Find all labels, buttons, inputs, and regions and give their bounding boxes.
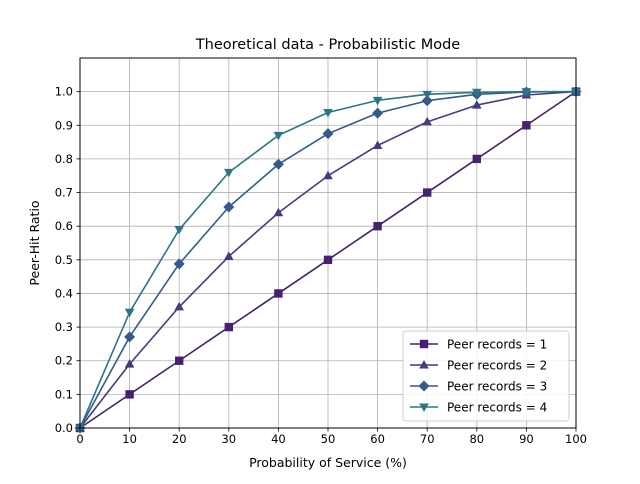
data-point <box>372 96 383 106</box>
data-point <box>273 131 284 141</box>
y-tick-label: 0.8 <box>55 152 73 166</box>
legend-box <box>402 330 570 422</box>
y-tick-label: 0.4 <box>55 286 73 300</box>
y-tick-label: 0.2 <box>55 354 73 368</box>
x-tick-label: 50 <box>321 432 336 446</box>
data-point <box>274 289 283 298</box>
data-point <box>223 201 235 213</box>
x-tick-label: 100 <box>565 432 587 446</box>
x-tick-label: 20 <box>172 432 187 446</box>
legend-marker <box>419 339 429 349</box>
data-point <box>522 121 531 130</box>
data-point <box>421 95 433 107</box>
y-tick-label: 0.7 <box>55 186 73 200</box>
legend-marker <box>419 360 429 369</box>
legend-item: Peer records = 1 <box>410 338 547 352</box>
y-tick-label: 0.3 <box>55 320 73 334</box>
data-point <box>174 226 184 235</box>
legend: Peer records = 1 Peer records = 2 Peer rec… <box>402 330 570 422</box>
legend-label: Peer records = 2 <box>447 359 547 373</box>
data-point <box>472 154 481 164</box>
legend-marker <box>418 380 430 392</box>
legend-marker <box>419 403 429 412</box>
data-point <box>323 108 333 118</box>
x-tick-label: 60 <box>370 432 385 446</box>
data-point <box>372 107 384 119</box>
data-point <box>323 170 333 180</box>
data-point <box>125 390 134 399</box>
data-point <box>224 322 233 332</box>
x-tick-label: 70 <box>420 432 435 446</box>
legend-label: Peer records = 1 <box>447 338 547 352</box>
data-point <box>323 255 333 265</box>
y-tick-label: 0.9 <box>55 118 73 132</box>
legend-item: Peer records = 4 <box>410 401 547 415</box>
y-tick-label: 0.0 <box>55 421 73 435</box>
axis-ticks: 0 10 20 30 40 50 60 70 80 90 100 0.0 0.1 0.2 0.3 0.4 0.5… <box>55 85 587 446</box>
legend-label: Peer records = 3 <box>447 380 547 394</box>
x-tick-label: 0 <box>76 432 83 446</box>
data-point <box>272 158 284 170</box>
data-point <box>322 128 334 140</box>
data-point <box>423 188 432 197</box>
legend-label: Peer records = 4 <box>447 401 547 415</box>
legend-item: Peer records = 3 <box>410 380 547 394</box>
series-4 <box>75 88 581 433</box>
data-point <box>373 221 382 231</box>
legend-item: Peer records = 2 <box>410 359 547 373</box>
chart-title: Theoretical data - Probabilistic Mode <box>195 37 461 53</box>
data-point <box>124 359 135 368</box>
x-axis-label: Probability of Service (%) <box>249 455 407 470</box>
data-point <box>372 140 383 149</box>
x-tick-label: 30 <box>221 432 236 446</box>
data-point <box>521 88 532 97</box>
data-point <box>175 356 184 365</box>
y-tick-label: 0.1 <box>55 387 73 401</box>
data-point <box>422 116 432 126</box>
x-tick-label: 10 <box>122 432 137 446</box>
data-point <box>273 207 284 217</box>
data-point <box>224 168 234 178</box>
y-tick-label: 0.6 <box>55 219 73 233</box>
x-tick-label: 40 <box>271 432 286 446</box>
data-point <box>422 90 432 100</box>
data-point <box>472 100 482 109</box>
data-point <box>224 251 234 260</box>
x-tick-label: 90 <box>519 432 534 446</box>
data-point <box>472 88 482 98</box>
y-tick-label: 1.0 <box>55 85 73 99</box>
data-point <box>173 258 185 270</box>
data-point <box>124 308 135 318</box>
data-point <box>174 301 184 311</box>
y-tick-label: 0.5 <box>55 253 73 267</box>
x-tick-label: 80 <box>469 432 484 446</box>
y-axis-label: Peer-Hit Ratio <box>27 200 42 285</box>
data-point <box>124 331 136 343</box>
